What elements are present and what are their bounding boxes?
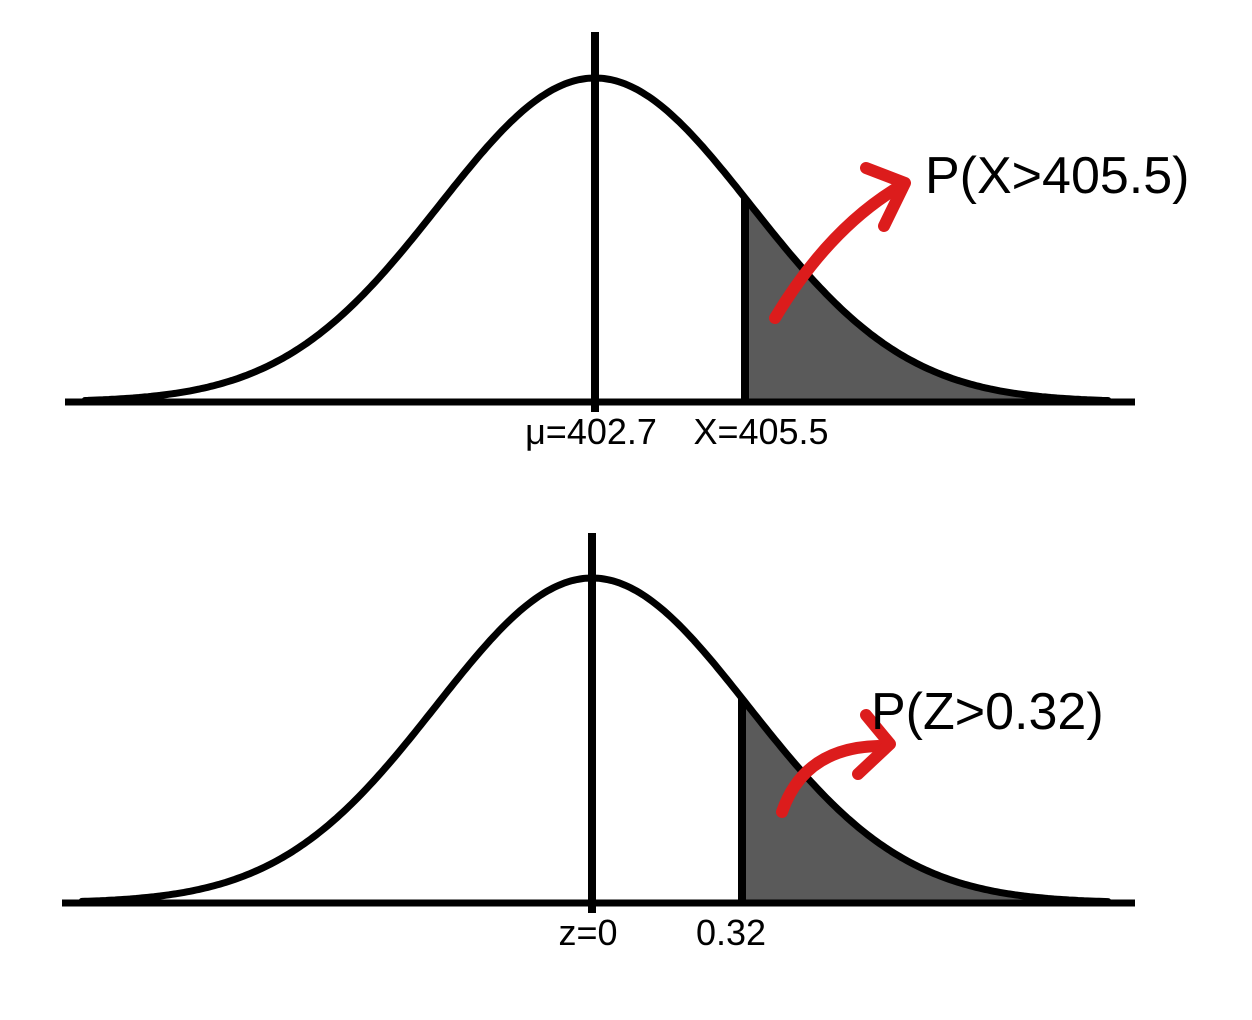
mean-label: z=0	[558, 912, 617, 953]
probability-label: P(Z>0.32)	[871, 683, 1104, 741]
cutoff-label: X=405.5	[693, 411, 828, 452]
panel-z-distribution: z=0 0.32 P(Z>0.32)	[62, 533, 1135, 953]
mean-label: μ=402.7	[525, 411, 657, 452]
cutoff-label: 0.32	[696, 912, 766, 953]
arrow-shaft	[769, 182, 903, 324]
arrow-head-icon	[852, 709, 896, 780]
arrow-head-icon	[860, 162, 911, 232]
probability-label: P(X>405.5)	[925, 147, 1190, 205]
panel-x-distribution: μ=402.7 X=405.5 P(X>405.5)	[65, 32, 1190, 452]
shaded-tail-region	[745, 197, 1092, 402]
shaded-tail-region	[742, 698, 1090, 903]
arrow-shaft	[776, 740, 884, 818]
